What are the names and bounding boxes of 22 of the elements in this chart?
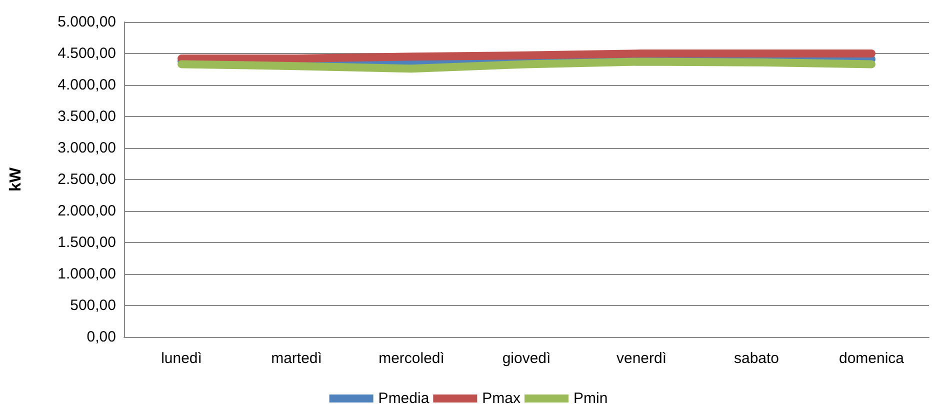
x-tick-label: martedì: [271, 350, 322, 367]
y-tick-label: 4.500,00: [58, 45, 116, 62]
y-tick-label: 500,00: [70, 297, 116, 314]
legend-label: Pmax: [482, 390, 522, 407]
x-tick-label: lunedì: [161, 350, 202, 367]
y-tick-label: 0,00: [86, 328, 116, 346]
x-tick-label: giovedì: [502, 350, 551, 367]
y-tick-label: 3.500,00: [58, 108, 116, 125]
y-tick-label: 5.000,00: [58, 14, 116, 30]
y-axis-title: kW: [8, 166, 24, 192]
x-tick-label: venerdì: [616, 350, 667, 367]
legend-label: Pmin: [574, 390, 608, 407]
y-tick-label: 1.000,00: [58, 266, 116, 282]
x-tick-label: mercoledì: [378, 350, 444, 367]
y-tick-label: 4.000,00: [58, 76, 116, 94]
legend-label: Pmedia: [378, 390, 430, 407]
y-tick-label: 1.500,00: [58, 234, 116, 251]
x-tick-label: domenica: [838, 350, 905, 367]
x-tick-label: sabato: [734, 350, 780, 367]
y-tick-label: 3.000,00: [58, 140, 116, 156]
y-tick-label: 2.500,00: [58, 171, 116, 188]
y-tick-label: 2.000,00: [58, 202, 116, 220]
